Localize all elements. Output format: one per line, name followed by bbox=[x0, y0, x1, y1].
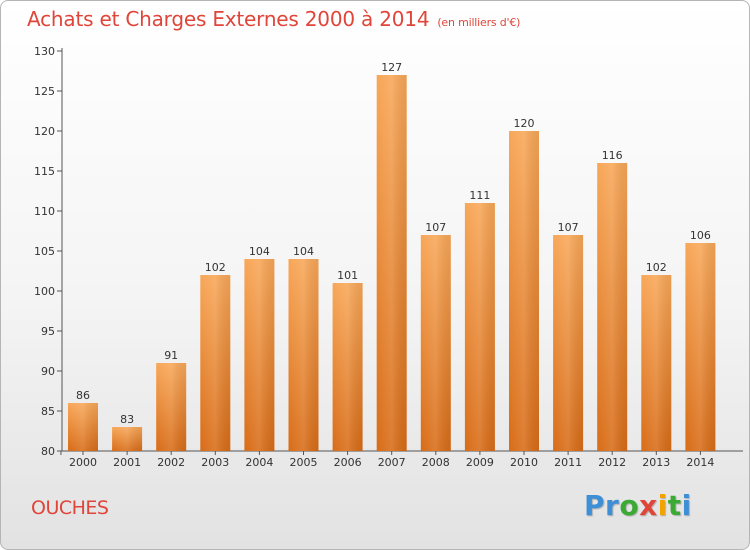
chart-subtitle: (en milliers d'€) bbox=[437, 16, 521, 29]
y-axis: 80 85 90 95 100 105 110 115 120 125 130 bbox=[34, 45, 63, 458]
logo-letter: x bbox=[639, 489, 658, 522]
x-tick-label: 2002 bbox=[157, 456, 185, 469]
bar-shine bbox=[464, 203, 495, 451]
logo-letter: t bbox=[667, 489, 682, 522]
proxiti-logo[interactable]: Proxiti bbox=[584, 489, 692, 522]
x-tick-label: 2007 bbox=[378, 456, 406, 469]
x-tick-label: 2006 bbox=[334, 456, 362, 469]
bar-shine bbox=[553, 235, 584, 451]
chart-title: Achats et Charges Externes 2000 à 2014 (e… bbox=[27, 7, 520, 31]
data-label: 111 bbox=[469, 189, 490, 202]
y-tick-label: 125 bbox=[34, 85, 55, 98]
data-label: 102 bbox=[205, 261, 226, 274]
data-label: 101 bbox=[337, 269, 358, 282]
x-tick-label: 2005 bbox=[290, 456, 318, 469]
x-tick-label: 2013 bbox=[642, 456, 670, 469]
data-label: 83 bbox=[120, 413, 134, 426]
data-label: 107 bbox=[558, 221, 579, 234]
bar-shine bbox=[112, 427, 143, 451]
y-tick-label: 95 bbox=[41, 325, 55, 338]
data-label: 91 bbox=[164, 349, 178, 362]
x-tick-label: 2000 bbox=[69, 456, 97, 469]
y-tick-label: 100 bbox=[34, 285, 55, 298]
bar-shine bbox=[420, 235, 451, 451]
x-tick-label: 2014 bbox=[686, 456, 714, 469]
bars bbox=[68, 75, 716, 451]
x-tick-label: 2008 bbox=[422, 456, 450, 469]
commune-name: OUCHES bbox=[31, 497, 109, 519]
logo-letter: i bbox=[657, 489, 668, 522]
chart-title-text: Achats et Charges Externes 2000 à 2014 bbox=[27, 7, 430, 31]
x-tick-label: 2003 bbox=[201, 456, 229, 469]
data-label: 104 bbox=[293, 245, 314, 258]
bar-shine bbox=[332, 283, 363, 451]
y-tick-label: 110 bbox=[34, 205, 55, 218]
logo-letter: r bbox=[605, 489, 620, 522]
data-label: 120 bbox=[514, 117, 535, 130]
x-tick-label: 2004 bbox=[245, 456, 273, 469]
data-label: 116 bbox=[602, 149, 623, 162]
data-label: 104 bbox=[249, 245, 270, 258]
logo-letter: P bbox=[584, 489, 606, 522]
x-tick-label: 2001 bbox=[113, 456, 141, 469]
data-label: 127 bbox=[381, 61, 402, 74]
bar-shine bbox=[288, 259, 319, 451]
y-tick-label: 105 bbox=[34, 245, 55, 258]
data-label: 107 bbox=[425, 221, 446, 234]
x-tick-label: 2010 bbox=[510, 456, 538, 469]
x-tick-label: 2011 bbox=[554, 456, 582, 469]
bar-shine bbox=[597, 163, 628, 451]
data-labels: 86 83 91 102 104 104 101 127 107 111 120 107 116 102 1… bbox=[76, 61, 711, 426]
y-tick-label: 80 bbox=[41, 445, 55, 458]
y-tick-label: 130 bbox=[34, 45, 55, 58]
logo-letter: i bbox=[681, 489, 692, 522]
data-label: 106 bbox=[690, 229, 711, 242]
bar-shine bbox=[641, 275, 672, 451]
logo-letter: o bbox=[619, 489, 640, 522]
x-tick-label: 2012 bbox=[598, 456, 626, 469]
data-label: 102 bbox=[646, 261, 667, 274]
y-tick-label: 120 bbox=[34, 125, 55, 138]
y-tick-label: 90 bbox=[41, 365, 55, 378]
data-label: 86 bbox=[76, 389, 90, 402]
bar-shine bbox=[376, 75, 407, 451]
bar-shine bbox=[200, 275, 231, 451]
bar-shine bbox=[509, 131, 539, 451]
x-axis: 2000 2001 2002 2003 2004 2005 2006 2007 2008 2009… bbox=[60, 450, 743, 469]
y-tick-label: 115 bbox=[34, 165, 55, 178]
bar-shine bbox=[685, 243, 716, 451]
y-tick-label: 85 bbox=[41, 405, 55, 418]
x-tick-label: 2009 bbox=[466, 456, 494, 469]
bar-shine bbox=[68, 403, 98, 451]
bar-shine bbox=[244, 259, 275, 451]
bar-shine bbox=[156, 363, 187, 451]
